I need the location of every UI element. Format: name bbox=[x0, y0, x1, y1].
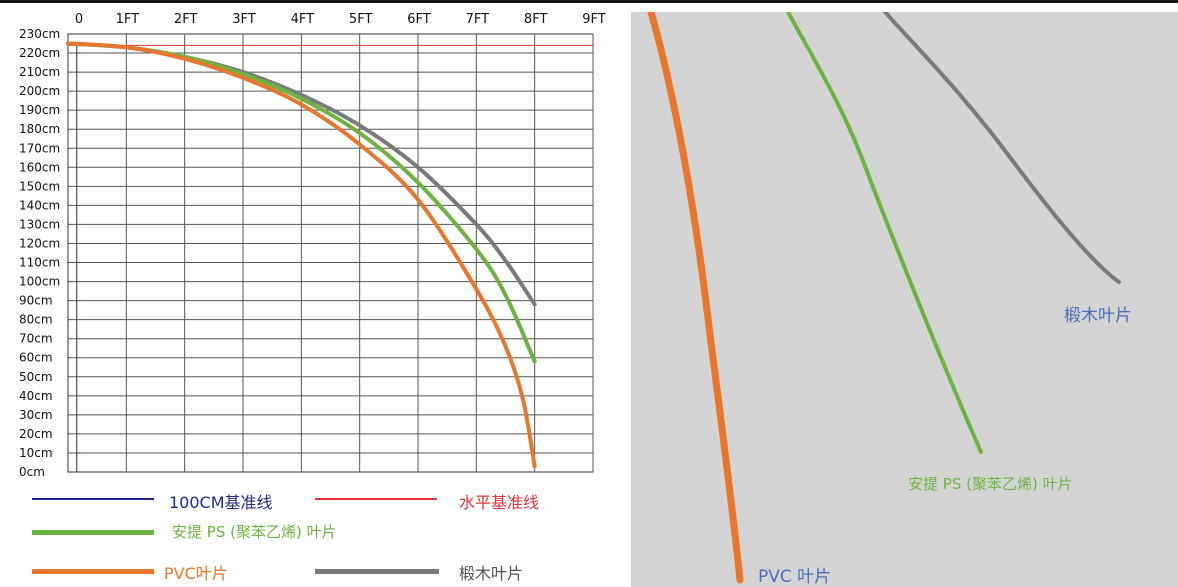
x-tick-label: 2FT bbox=[174, 12, 198, 27]
series-line-3 bbox=[66, 41, 537, 469]
blade-photo bbox=[647, 12, 1121, 584]
y-tick-label: 170cm bbox=[19, 141, 60, 155]
x-tick-label: 9FT bbox=[582, 12, 606, 27]
y-tick-label: 150cm bbox=[19, 179, 60, 193]
y-tick-label: 230cm bbox=[19, 27, 60, 41]
y-tick-label: 40cm bbox=[19, 389, 53, 403]
legend-swatch-basswood bbox=[315, 569, 439, 574]
blade-photo-panel: 椴木叶片 安提 PS (聚苯乙烯) 叶片 PVC 叶片 bbox=[631, 12, 1178, 587]
x-tick-label: 1FT bbox=[116, 12, 140, 27]
y-tick-label: 80cm bbox=[19, 313, 53, 327]
y-tick-label: 0cm bbox=[19, 465, 45, 479]
y-tick-label: 130cm bbox=[19, 217, 60, 231]
x-tick-label: 6FT bbox=[407, 12, 431, 27]
legend-swatch-100cm bbox=[32, 498, 154, 500]
x-tick-label: 8FT bbox=[524, 12, 548, 27]
y-tick-label: 220cm bbox=[19, 46, 60, 60]
y-tick-label: 20cm bbox=[19, 427, 53, 441]
legend-label-ps: 安提 PS (聚苯乙烯) 叶片 bbox=[172, 523, 337, 541]
x-tick-label: 5FT bbox=[349, 12, 373, 27]
basswood-blade-photo bbox=[883, 12, 1121, 284]
pvc-blade-photo bbox=[647, 12, 744, 584]
y-tick-label: 10cm bbox=[19, 446, 53, 460]
photo-label-basswood: 椴木叶片 bbox=[1064, 306, 1132, 326]
x-tick-label: 7FT bbox=[466, 12, 490, 27]
y-tick-label: 30cm bbox=[19, 408, 53, 422]
y-tick-label: 140cm bbox=[19, 198, 60, 212]
y-tick-label: 180cm bbox=[19, 122, 60, 136]
x-tick-label: 4FT bbox=[291, 12, 315, 27]
ps-blade-photo bbox=[786, 12, 983, 454]
legend-swatch-horizontal bbox=[315, 498, 437, 500]
y-tick-label: 200cm bbox=[19, 84, 60, 98]
legend-label-100cm: 100CM基准线 bbox=[169, 493, 273, 512]
x-tick-label: 3FT bbox=[232, 12, 256, 27]
y-tick-label: 90cm bbox=[19, 294, 53, 308]
y-tick-label: 160cm bbox=[19, 160, 60, 174]
y-tick-label: 110cm bbox=[19, 256, 60, 270]
y-tick-label: 190cm bbox=[19, 103, 60, 117]
y-tick-label: 120cm bbox=[19, 236, 60, 250]
y-tick-label: 50cm bbox=[19, 370, 53, 384]
plot-frame bbox=[67, 33, 594, 473]
photo-label-pvc: PVC 叶片 bbox=[758, 567, 832, 587]
y-tick-label: 70cm bbox=[19, 332, 53, 346]
top-border bbox=[0, 0, 1178, 3]
chart-grid bbox=[67, 33, 594, 473]
x-tick-label: 0 bbox=[75, 12, 83, 27]
chart-series bbox=[66, 41, 594, 473]
legend-swatch-ps bbox=[32, 530, 154, 535]
chart-ticks: 0 1FT 2FT 3FT 4FT 5FT 6FT 7FT 8FT 9FT 0cm 10cm 20cm 3… bbox=[19, 12, 606, 479]
y-tick-label: 60cm bbox=[19, 351, 53, 365]
deflection-chart: 0 1FT 2FT 3FT 4FT 5FT 6FT 7FT 8FT 9FT 0cm 10cm 20cm 3… bbox=[19, 12, 606, 479]
legend-label-basswood: 椴木叶片 bbox=[459, 564, 524, 583]
legend-swatch-pvc bbox=[32, 569, 154, 574]
y-tick-label: 210cm bbox=[19, 65, 60, 79]
legend-label-horizontal: 水平基准线 bbox=[459, 493, 540, 512]
photo-label-ps: 安提 PS (聚苯乙烯) 叶片 bbox=[908, 475, 1073, 493]
y-tick-label: 100cm bbox=[19, 275, 60, 289]
legend-label-pvc: PVC叶片 bbox=[164, 564, 228, 583]
